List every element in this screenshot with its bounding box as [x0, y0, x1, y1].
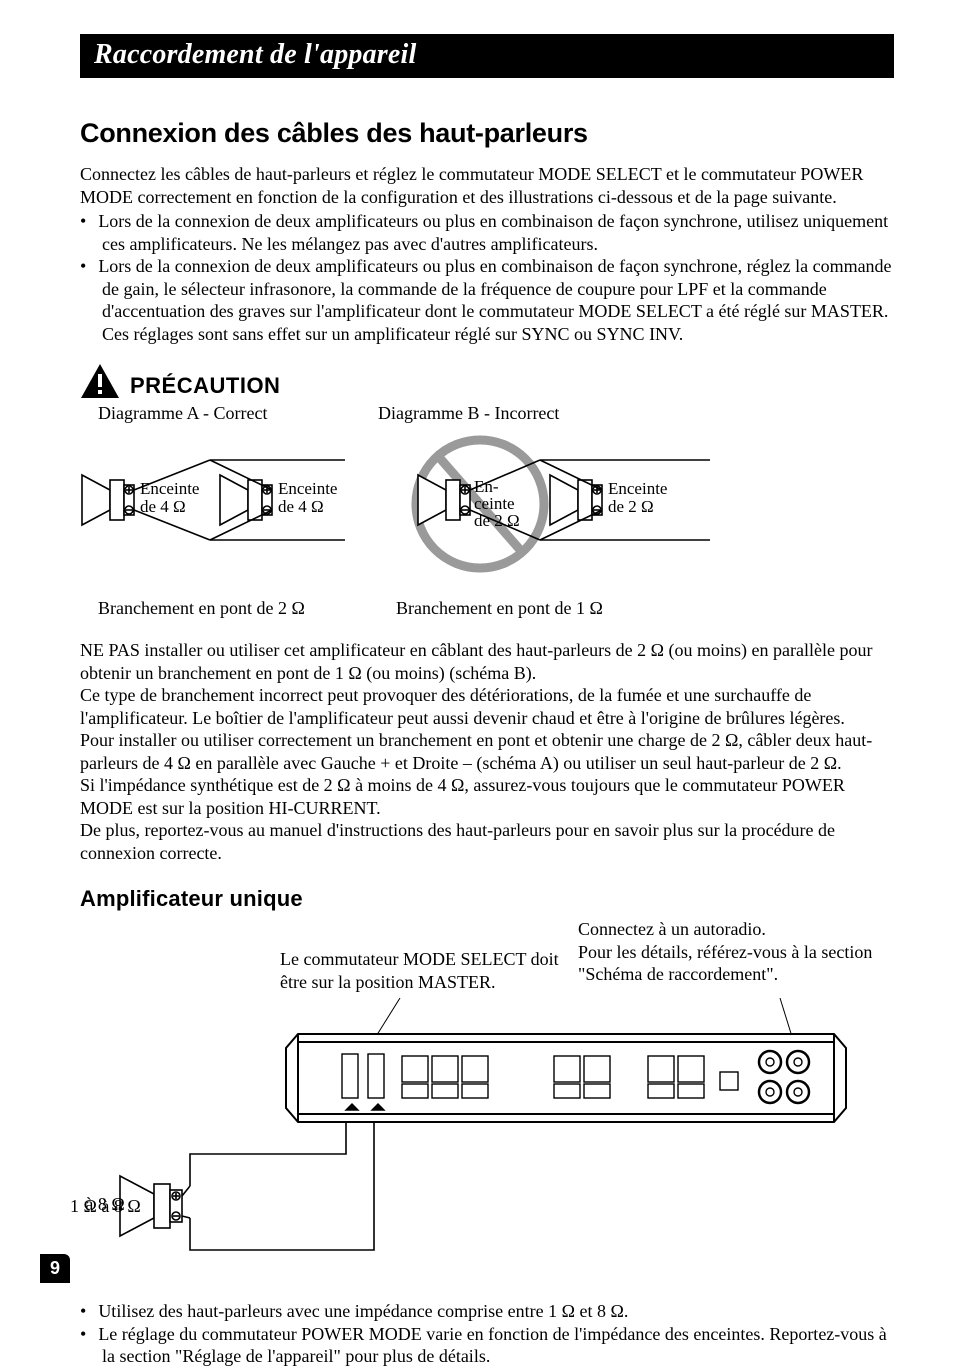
intro-bullet: Lors de la connexion de deux amplificate… [80, 210, 894, 255]
svg-text:Enceinte: Enceinte [278, 479, 337, 498]
diagram-a-bridge-label: Branchement en pont de 2 Ω [98, 598, 396, 619]
footer-bullets: Utilisez des haut-parleurs avec une impé… [80, 1300, 894, 1368]
svg-text:Enceinte: Enceinte [140, 479, 199, 498]
diagram-a-title: Diagramme A - Correct [98, 403, 378, 424]
diagram-b: En- ceinte de 2 Ω Enceinte de 2 Ω [390, 430, 730, 590]
section-heading: Connexion des câbles des haut-parleurs [80, 118, 894, 149]
footer-bullet: Le réglage du commutateur POWER MODE var… [80, 1323, 894, 1368]
intro-bullet: Lors de la connexion de deux amplificate… [80, 255, 894, 345]
svg-text:de 4 Ω: de 4 Ω [278, 497, 324, 516]
intro-lead: Connectez les câbles de haut-parleurs et… [80, 163, 894, 208]
amplifier-diagram: Le commutateur MODE SELECT doit être sur… [80, 918, 894, 1298]
warning-icon [80, 363, 120, 399]
caution-heading: PRÉCAUTION [130, 373, 280, 399]
subsection-heading: Amplificateur unique [80, 886, 894, 912]
svg-text:de 2 Ω: de 2 Ω [608, 497, 654, 516]
page-number: 9 [40, 1254, 70, 1283]
footer-bullet: Utilisez des haut-parleurs avec une impé… [80, 1300, 894, 1323]
speaker-impedance-label-text: 1 Ω à 8 Ω [70, 1196, 141, 1217]
diagram-b-title: Diagramme B - Incorrect [378, 403, 559, 424]
svg-text:de 4 Ω: de 4 Ω [140, 497, 186, 516]
page-title-bar: Raccordement de l'appareil [80, 34, 894, 78]
diagram-a: Enceinte de 4 Ω Enceinte de 4 Ω [80, 430, 360, 590]
caution-body: NE PAS installer ou utiliser cet amplifi… [80, 639, 894, 864]
svg-text:Enceinte: Enceinte [608, 479, 667, 498]
diagram-b-bridge-label: Branchement en pont de 1 Ω [396, 598, 603, 619]
intro-bullets: Lors de la connexion de deux amplificate… [80, 210, 894, 345]
svg-text:de 2 Ω: de 2 Ω [474, 511, 520, 530]
